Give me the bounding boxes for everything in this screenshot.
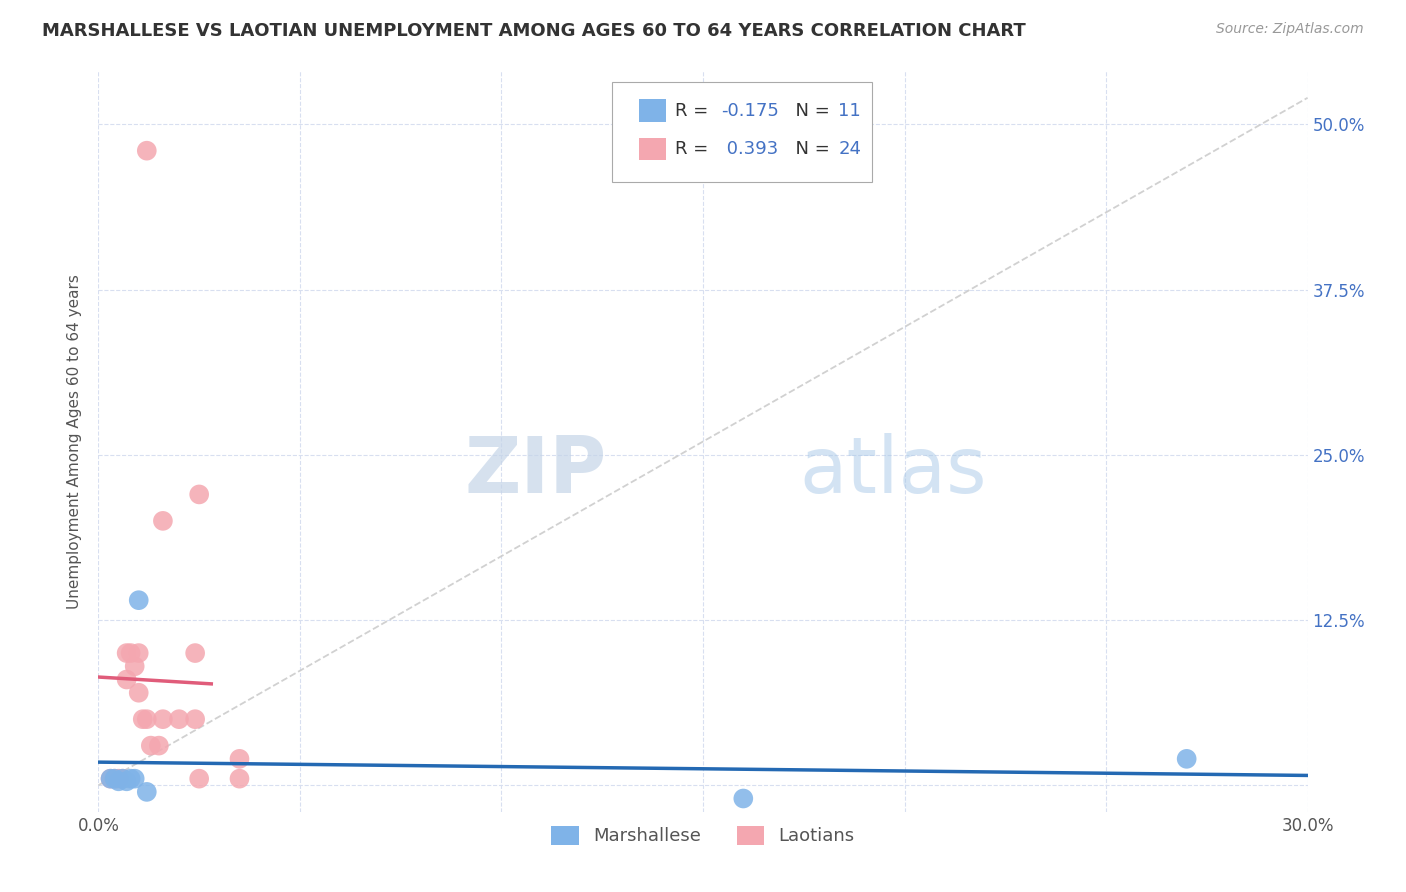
Text: ZIP: ZIP xyxy=(464,434,606,509)
Point xyxy=(188,772,211,786)
Legend: Marshallese, Laotians: Marshallese, Laotians xyxy=(543,817,863,855)
Text: R =: R = xyxy=(675,140,714,158)
Point xyxy=(139,739,162,753)
Point xyxy=(733,791,755,805)
Point xyxy=(152,712,174,726)
Text: -0.175: -0.175 xyxy=(721,102,779,120)
Point xyxy=(124,772,146,786)
Text: 11: 11 xyxy=(838,102,862,120)
Point xyxy=(135,144,157,158)
Text: 0.393: 0.393 xyxy=(721,140,779,158)
Point xyxy=(124,659,146,673)
Point xyxy=(103,772,125,786)
Point xyxy=(100,772,122,786)
Point xyxy=(135,712,157,726)
Text: Source: ZipAtlas.com: Source: ZipAtlas.com xyxy=(1216,22,1364,37)
Point xyxy=(184,646,207,660)
Point xyxy=(111,772,134,786)
Point xyxy=(148,739,170,753)
Point xyxy=(120,772,142,786)
Point xyxy=(184,712,207,726)
Point xyxy=(152,514,174,528)
Point xyxy=(115,774,138,789)
Point xyxy=(128,686,150,700)
Point xyxy=(128,646,150,660)
Point xyxy=(120,646,142,660)
FancyBboxPatch shape xyxy=(638,100,665,121)
Text: N =: N = xyxy=(785,140,835,158)
Text: R =: R = xyxy=(675,102,714,120)
Point xyxy=(107,774,129,789)
Point xyxy=(1175,752,1198,766)
Point xyxy=(107,772,129,786)
Point xyxy=(228,772,250,786)
Text: N =: N = xyxy=(785,102,835,120)
Y-axis label: Unemployment Among Ages 60 to 64 years: Unemployment Among Ages 60 to 64 years xyxy=(67,274,83,609)
FancyBboxPatch shape xyxy=(638,138,665,161)
Point xyxy=(132,712,155,726)
FancyBboxPatch shape xyxy=(613,82,872,183)
Point xyxy=(115,673,138,687)
Point xyxy=(111,772,134,786)
Point xyxy=(167,712,190,726)
Point xyxy=(103,772,125,786)
Point xyxy=(115,646,138,660)
Point xyxy=(188,487,211,501)
Point xyxy=(135,785,157,799)
Point xyxy=(100,772,122,786)
Point xyxy=(228,752,250,766)
Point xyxy=(128,593,150,607)
Text: MARSHALLESE VS LAOTIAN UNEMPLOYMENT AMONG AGES 60 TO 64 YEARS CORRELATION CHART: MARSHALLESE VS LAOTIAN UNEMPLOYMENT AMON… xyxy=(42,22,1026,40)
Text: 24: 24 xyxy=(838,140,862,158)
Text: atlas: atlas xyxy=(800,434,987,509)
